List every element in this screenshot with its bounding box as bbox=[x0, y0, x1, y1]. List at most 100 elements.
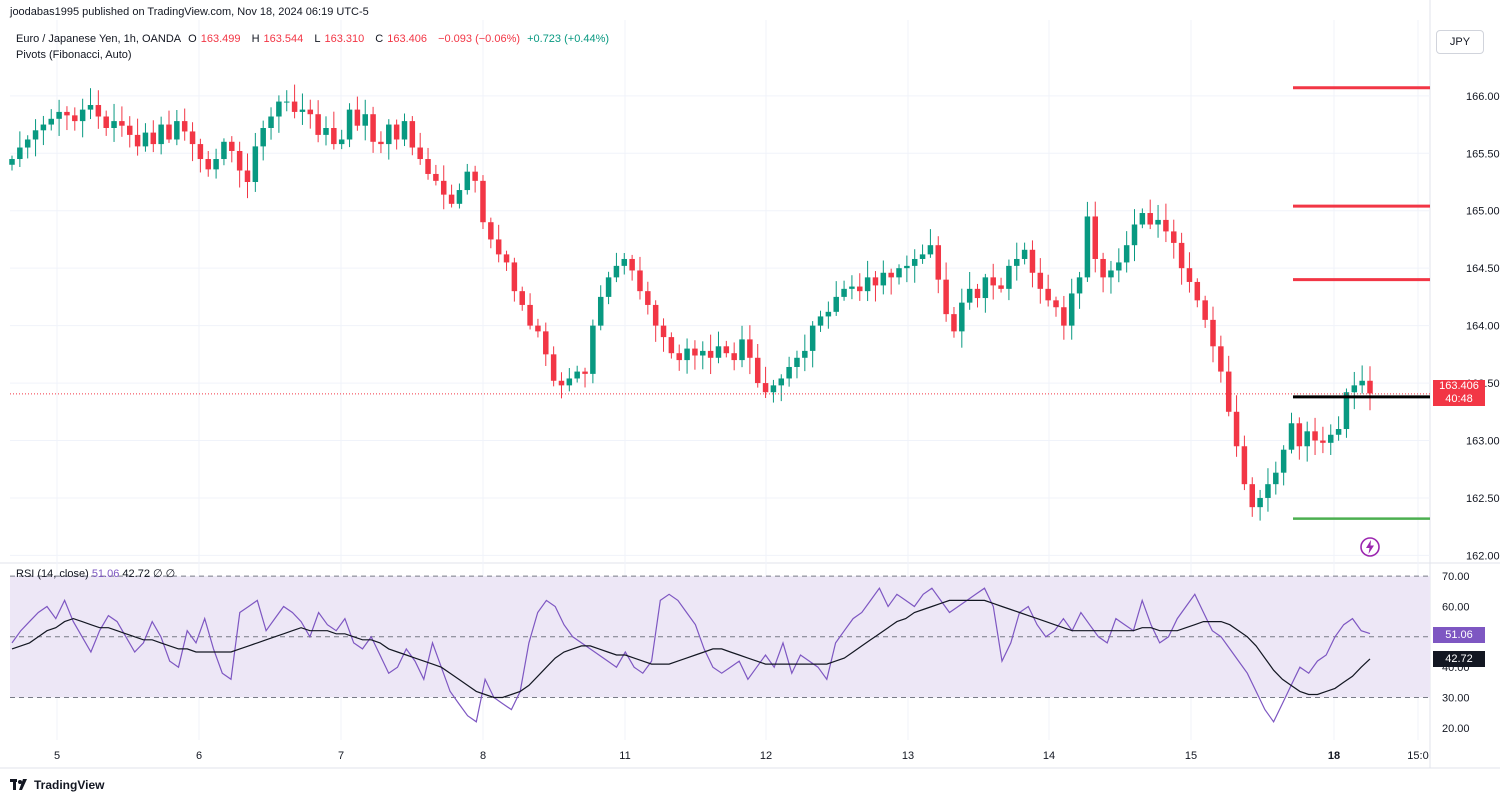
price-tick-label: 162.000 bbox=[1466, 550, 1500, 562]
candle-body bbox=[511, 262, 518, 292]
candle-body bbox=[998, 285, 1004, 289]
time-tick-label: 15 bbox=[1185, 750, 1197, 762]
candle-body bbox=[1257, 497, 1263, 508]
candle-body bbox=[362, 114, 368, 126]
candle-body bbox=[425, 159, 431, 174]
rsi-tick-label: 30.00 bbox=[1442, 693, 1470, 705]
candle-body bbox=[331, 128, 337, 145]
candle-body bbox=[1367, 380, 1373, 394]
pivots-legend[interactable]: Pivots (Fibonacci, Auto) bbox=[16, 49, 132, 61]
candle-body bbox=[668, 337, 675, 354]
currency-button[interactable]: JPY bbox=[1436, 30, 1484, 54]
candle-body bbox=[315, 114, 321, 135]
candle-body bbox=[535, 325, 541, 332]
pivot-lines bbox=[1293, 86, 1430, 520]
candle-body bbox=[1328, 434, 1334, 443]
candle-body bbox=[1076, 277, 1083, 294]
close-label: C bbox=[375, 33, 384, 45]
candle-body bbox=[150, 132, 157, 145]
rsi-legend[interactable]: RSI (14, close) 51.06 42.72 ∅ ∅ bbox=[16, 567, 175, 580]
open-value: 163.499 bbox=[200, 33, 241, 45]
candle-body bbox=[24, 139, 31, 148]
candle-body bbox=[715, 346, 722, 358]
publish-info: joodabas1995 published on TradingView.co… bbox=[10, 6, 369, 18]
candle-body bbox=[1296, 423, 1303, 447]
candle-body bbox=[1320, 440, 1326, 443]
price-tick-label: 162.500 bbox=[1466, 493, 1500, 505]
candle-body bbox=[268, 116, 274, 128]
ohlc-legend: Euro / Japanese Yen, 1h, OANDA O 163.499 … bbox=[16, 33, 613, 45]
candle-body bbox=[786, 366, 792, 379]
candle-body bbox=[189, 131, 196, 145]
candle-body bbox=[1265, 484, 1271, 498]
candle-body bbox=[386, 124, 392, 145]
rsi-tick-label: 60.00 bbox=[1442, 601, 1470, 613]
candle-body bbox=[943, 279, 949, 315]
candle-body bbox=[990, 277, 996, 286]
candle-body bbox=[142, 132, 149, 147]
rsi-ma-value: 42.72 bbox=[122, 568, 150, 580]
candle-body bbox=[440, 180, 447, 195]
candle-body bbox=[197, 144, 204, 160]
candle-body bbox=[1100, 258, 1106, 278]
symbol-label[interactable]: Euro / Japanese Yen, 1h, OANDA bbox=[16, 33, 182, 45]
low-value: 163.310 bbox=[324, 33, 365, 45]
candle-body bbox=[480, 180, 486, 223]
candle-body bbox=[754, 357, 761, 384]
candle-body bbox=[252, 146, 259, 182]
footer: TradingView bbox=[10, 778, 104, 792]
candle-body bbox=[1233, 411, 1240, 447]
candle-body bbox=[543, 331, 549, 355]
candle-body bbox=[346, 109, 353, 140]
rsi-value-tag: 51.06 bbox=[1433, 627, 1485, 643]
candle-body bbox=[1343, 392, 1350, 430]
candle-body bbox=[1194, 281, 1201, 301]
candle-body bbox=[1139, 213, 1146, 225]
candle-body bbox=[959, 302, 965, 332]
candle-body bbox=[1241, 446, 1248, 485]
candle-body bbox=[213, 159, 219, 170]
price-tick-label: 164.500 bbox=[1466, 263, 1500, 275]
lightning-icon[interactable] bbox=[1358, 535, 1382, 559]
rsi-ma-line bbox=[11, 599, 1371, 699]
candle-body bbox=[181, 121, 188, 132]
candle-body bbox=[56, 111, 62, 119]
candle-body bbox=[888, 272, 894, 278]
footer-brand: TradingView bbox=[34, 778, 105, 792]
candle-body bbox=[974, 288, 981, 299]
candle-body bbox=[244, 170, 251, 182]
time-tick-label: 13 bbox=[902, 750, 914, 762]
candle-body bbox=[409, 121, 416, 148]
candle-body bbox=[966, 288, 973, 303]
candle-body bbox=[433, 173, 439, 181]
rsi-tick-label: 20.00 bbox=[1442, 723, 1470, 735]
candle-body bbox=[1006, 265, 1012, 289]
candle-body bbox=[660, 325, 667, 338]
change-value: −0.093 (−0.06%) bbox=[438, 33, 521, 45]
rsi-value: 51.06 bbox=[91, 568, 120, 580]
price-tick-label: 165.000 bbox=[1466, 206, 1500, 218]
time-tick-label: 11 bbox=[619, 750, 630, 762]
candle-body bbox=[1108, 270, 1114, 278]
candles bbox=[9, 84, 1430, 521]
candle-body bbox=[527, 304, 533, 326]
countdown-tag: 40:48 bbox=[1433, 393, 1485, 406]
close-value: 163.406 bbox=[387, 33, 428, 45]
price-tick-label: 166.000 bbox=[1466, 91, 1500, 103]
candle-body bbox=[841, 288, 847, 297]
candle-body bbox=[605, 277, 612, 297]
time-tick-label: 12 bbox=[760, 750, 772, 762]
candle-body bbox=[864, 277, 871, 292]
candle-body bbox=[1273, 472, 1279, 485]
candle-body bbox=[927, 245, 934, 255]
price-tick-label: 164.000 bbox=[1466, 321, 1500, 333]
candle-body bbox=[126, 125, 133, 135]
candle-body bbox=[40, 124, 47, 131]
time-tick-label: 14 bbox=[1043, 750, 1055, 762]
candle-body bbox=[393, 124, 400, 140]
time-tick-label: 8 bbox=[480, 750, 486, 762]
candle-body bbox=[597, 296, 604, 326]
candle-body bbox=[566, 378, 573, 386]
candle-body bbox=[323, 128, 329, 135]
